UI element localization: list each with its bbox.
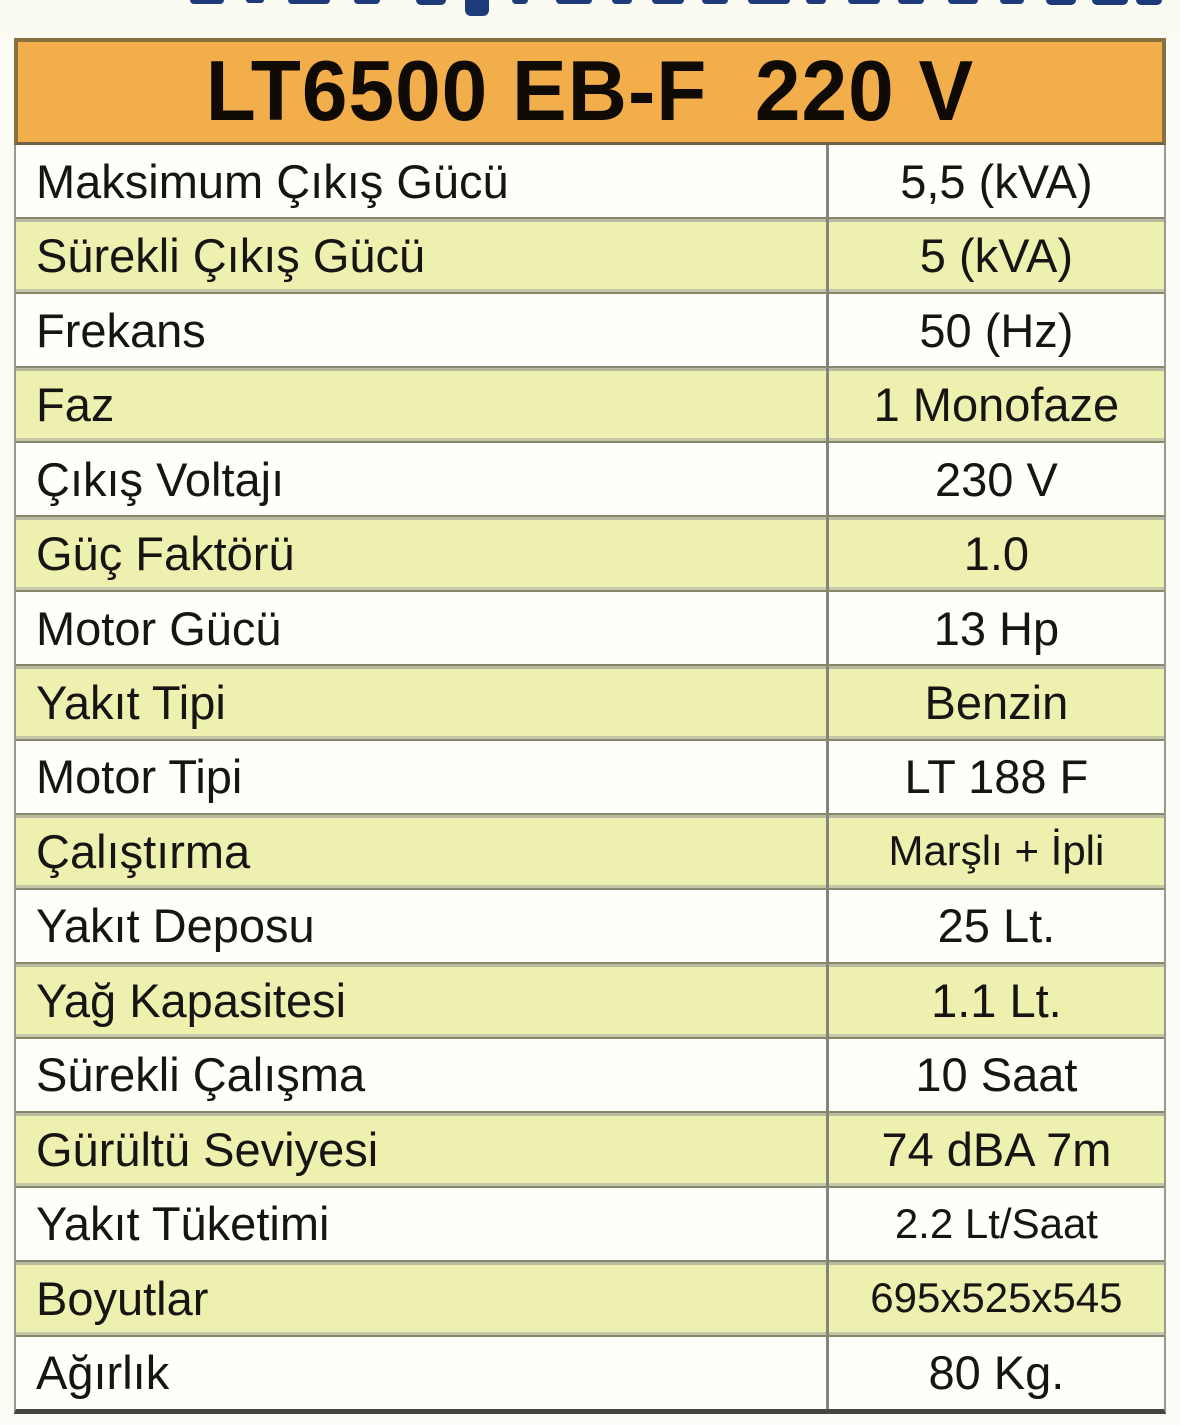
cropped-text-fragment	[806, 0, 826, 4]
table-row: Yakıt Deposu 25 Lt.	[16, 887, 1164, 963]
cropped-text-fragment	[748, 0, 790, 4]
table-row: Maksimum Çıkış Gücü 5,5 (kVA)	[16, 145, 1164, 218]
spec-label: Yakıt Deposu	[36, 899, 315, 953]
spec-value: Marşlı + İpli	[825, 815, 1164, 888]
table-row: Boyutlar 695x525x545	[16, 1260, 1164, 1335]
cropped-text-fragment	[190, 0, 224, 4]
table-row: Faz 1 Monofaze	[16, 366, 1164, 441]
table-row: Yakıt Tüketimi 2.2 Lt/Saat	[16, 1185, 1164, 1261]
table-row: Yakıt Tipi Benzin	[16, 664, 1164, 739]
cropped-title-strip	[0, 0, 1180, 38]
cropped-text-fragment	[1092, 0, 1128, 5]
spec-sheet: LT6500 EB-F 220 V Maksimum Çıkış Gücü 5,5…	[14, 38, 1166, 1414]
spec-value: 5,5 (kVA)	[825, 145, 1164, 218]
cropped-text-fragment	[1000, 0, 1024, 4]
spec-value: 1 Monofaze	[825, 368, 1164, 441]
spec-value: 10 Saat	[825, 1038, 1164, 1112]
model-title: LT6500 EB-F 220 V	[205, 44, 975, 139]
spec-label: Yakıt Tüketimi	[36, 1197, 330, 1251]
cropped-text-fragment	[1136, 0, 1162, 5]
table-row: Ağırlık 80 Kg.	[16, 1334, 1164, 1409]
spec-label: Motor Tipi	[36, 750, 243, 804]
cropped-text-fragment	[512, 0, 528, 4]
spec-label: Sürekli Çalışma	[36, 1048, 366, 1102]
spec-label: Çıkış Voltajı	[36, 452, 285, 506]
table-row: Gürültü Seviyesi 74 dBA 7m	[16, 1111, 1164, 1186]
spec-label: Boyutlar	[36, 1271, 209, 1325]
spec-label: Frekans	[36, 303, 206, 357]
spec-label: Faz	[36, 378, 115, 432]
table-row: Çalıştırma Marşlı + İpli	[16, 813, 1164, 888]
cropped-text-fragment	[898, 0, 924, 4]
spec-label: Yağ Kapasitesi	[36, 973, 347, 1027]
spec-label: Çalıştırma	[36, 824, 251, 878]
spec-value: LT 188 F	[825, 740, 1164, 814]
table-row: Sürekli Çıkış Gücü 5 (kVA)	[16, 217, 1164, 292]
spec-value: 230 V	[825, 442, 1164, 516]
spec-value: 1.1 Lt.	[825, 964, 1164, 1037]
cropped-text-fragment	[556, 0, 592, 4]
cropped-text-fragment	[612, 0, 632, 4]
spec-label: Motor Gücü	[36, 601, 282, 655]
table-row: Motor Tipi LT 188 F	[16, 738, 1164, 814]
cropped-text-fragment	[652, 0, 684, 4]
spec-value: Benzin	[825, 666, 1164, 739]
spec-value: 13 Hp	[825, 591, 1164, 665]
cropped-text-fragment	[848, 0, 880, 4]
spec-value: 50 (Hz)	[825, 293, 1164, 367]
spec-table-body: Maksimum Çıkış Gücü 5,5 (kVA) Sürekli Çıkı…	[14, 145, 1166, 1414]
spec-label: Güç Faktörü	[36, 527, 295, 581]
spec-label: Gürültü Seviyesi	[36, 1122, 379, 1176]
spec-label: Maksimum Çıkış Gücü	[36, 154, 509, 208]
table-row: Yağ Kapasitesi 1.1 Lt.	[16, 962, 1164, 1037]
cropped-text-fragment	[354, 0, 380, 4]
cropped-text-fragment	[246, 0, 264, 3]
spec-value: 5 (kVA)	[825, 219, 1164, 292]
spec-label: Ağırlık	[36, 1346, 170, 1400]
spec-value: 1.0	[825, 517, 1164, 590]
spec-value: 74 dBA 7m	[825, 1113, 1164, 1186]
spec-value: 25 Lt.	[825, 889, 1164, 963]
cropped-text-fragment	[1046, 0, 1076, 5]
spec-value: 695x525x545	[825, 1262, 1164, 1335]
model-header: LT6500 EB-F 220 V	[14, 38, 1166, 145]
cropped-text-fragment	[416, 0, 446, 5]
table-row: Güç Faktörü 1.0	[16, 515, 1164, 590]
cropped-text-fragment	[288, 0, 330, 4]
cropped-text-fragment	[702, 0, 728, 4]
spec-label: Sürekli Çıkış Gücü	[36, 229, 426, 283]
cropped-text-fragment	[948, 0, 978, 4]
table-row: Frekans 50 (Hz)	[16, 291, 1164, 367]
table-row: Motor Gücü 13 Hp	[16, 589, 1164, 665]
cropped-text-fragment	[465, 0, 489, 16]
spec-label: Yakıt Tipi	[36, 676, 226, 730]
table-row: Çıkış Voltajı 230 V	[16, 440, 1164, 516]
table-row: Sürekli Çalışma 10 Saat	[16, 1036, 1164, 1112]
spec-value: 2.2 Lt/Saat	[825, 1187, 1164, 1261]
spec-value: 80 Kg.	[825, 1336, 1164, 1409]
